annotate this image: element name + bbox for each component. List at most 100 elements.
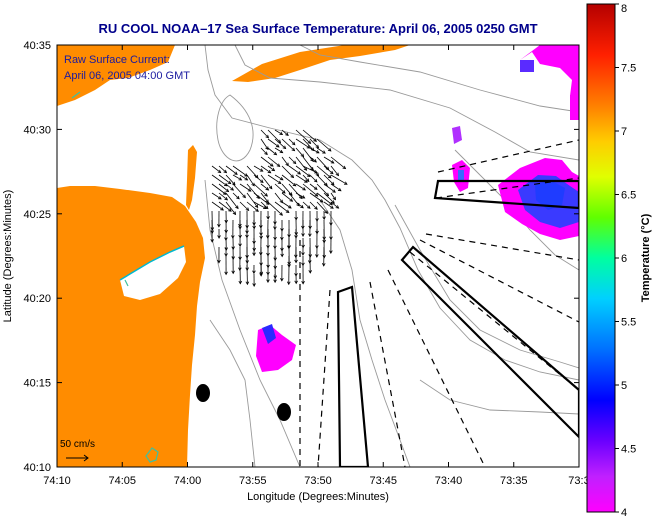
current-vector-head [292, 160, 297, 165]
current-vector [288, 165, 301, 175]
current-vector-head [244, 173, 248, 177]
current-vector [323, 201, 334, 209]
current-vector-head [322, 150, 326, 154]
colorbar-ticks: 8 7.5 7 6.5 6 5.5 5 4.5 4 [615, 3, 636, 518]
current-vector-head [310, 147, 315, 152]
current-vector [218, 174, 231, 185]
current-vector [302, 129, 317, 142]
current-vector-head [313, 186, 318, 190]
current-vector-head [307, 140, 312, 144]
colorbar-tick-label: 4.5 [621, 444, 636, 456]
current-vector-head [230, 187, 235, 191]
current-vector [281, 183, 293, 196]
current-vector-head [252, 225, 256, 230]
current-vector [295, 147, 304, 157]
current-vector-head [259, 179, 264, 183]
current-vector [239, 183, 252, 192]
current-vector [281, 201, 292, 209]
land-staten-island [57, 45, 175, 106]
current-vector-head [238, 177, 243, 181]
current-vector [274, 129, 283, 135]
current-vector [267, 147, 277, 156]
current-vector-head [277, 180, 282, 185]
current-vector [260, 201, 269, 209]
current-vector-head [301, 252, 305, 256]
current-vector-head [231, 270, 235, 275]
current-vector-head [329, 170, 334, 175]
current-vector [330, 183, 342, 192]
current-vector-head [268, 185, 273, 190]
current-vector [246, 201, 259, 212]
bathymetry-contours [204, 45, 579, 467]
current-vector [309, 183, 318, 190]
x-tick-label: 74:05 [108, 475, 136, 487]
current-vector-head [290, 174, 295, 179]
current-vector-head [266, 216, 270, 220]
current-vector-head [264, 205, 269, 210]
current-vector-head [321, 263, 326, 267]
current-vector [267, 156, 280, 167]
current-vector-head [245, 207, 250, 211]
sst-patch-small-1 [452, 126, 462, 144]
current-vector [295, 138, 310, 149]
y-tick-label: 40:25 [23, 209, 51, 221]
current-vector [302, 183, 318, 197]
current-vector-head [288, 205, 292, 209]
colorbar-tick-label: 6 [621, 253, 627, 265]
current-vector [253, 192, 270, 205]
current-vector [260, 156, 274, 167]
x-axis-ticks: 74:10 74:05 74:00 73:55 73:50 73:45 73:40 73:35… [43, 45, 590, 487]
current-vector-head [301, 280, 305, 285]
current-vector-head [225, 188, 230, 193]
current-vector [288, 183, 303, 199]
coverage-dashed-lines [299, 139, 579, 467]
raritan-bay-inlet [120, 246, 186, 300]
current-vector-head [291, 147, 296, 152]
current-vector-head [273, 151, 278, 156]
current-vector [253, 183, 268, 197]
current-vector [225, 201, 236, 215]
current-vector-head [330, 160, 335, 164]
current-vector [274, 183, 286, 194]
current-vector-head [242, 194, 246, 199]
current-vector [260, 183, 269, 191]
current-vector-head [308, 270, 313, 274]
current-vector [323, 192, 335, 204]
current-vector [267, 129, 281, 143]
current-vector-head [279, 212, 283, 216]
current-vector-head [269, 163, 274, 167]
current-vector [288, 192, 300, 207]
current-vector-head [259, 273, 263, 277]
current-vector [281, 129, 289, 136]
current-vector [218, 201, 232, 212]
sst-core-south [262, 324, 276, 344]
current-vector [309, 165, 319, 176]
current-vector [239, 174, 248, 181]
current-vector-head [306, 145, 311, 149]
overlay-line-1: Raw Surface Current: [64, 54, 170, 66]
x-tick-label: 74:10 [43, 475, 71, 487]
current-vector [316, 156, 329, 170]
current-vector [246, 174, 255, 187]
current-vector-head [315, 254, 319, 258]
current-vector-head [222, 191, 227, 195]
current-vector-head [313, 138, 317, 142]
current-vector [316, 138, 332, 152]
current-vector-head [300, 204, 304, 209]
current-vector-head [264, 193, 268, 197]
shoreline-edge-2 [71, 91, 159, 463]
current-vector [295, 156, 307, 171]
colorbar [586, 3, 616, 513]
current-vector-head [294, 235, 298, 239]
current-vector-head [236, 195, 240, 200]
current-vector-head [263, 205, 267, 209]
current-vector-head [294, 259, 298, 264]
current-vector-head [224, 196, 229, 201]
current-vector-head [289, 198, 294, 202]
current-vector-head [332, 189, 336, 193]
current-vector-head [245, 234, 249, 239]
current-vector-head [279, 176, 284, 181]
current-vector [274, 138, 286, 149]
current-vector [232, 174, 242, 181]
